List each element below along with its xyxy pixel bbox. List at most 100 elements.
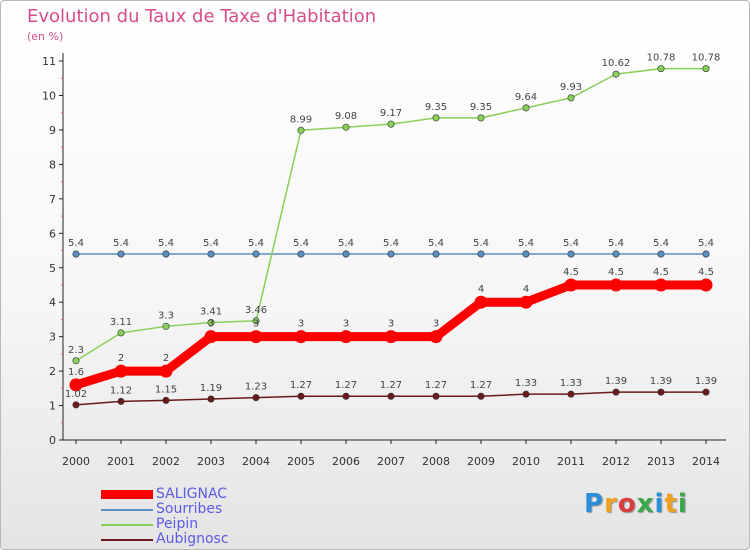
data-label: 9.08	[335, 111, 357, 122]
data-point	[297, 250, 305, 258]
data-point	[474, 295, 488, 309]
data-label: 9.35	[425, 102, 447, 113]
data-label: 1.15	[155, 384, 177, 395]
data-label: 1.33	[560, 378, 582, 389]
y-tick-label: 5	[49, 262, 56, 275]
data-label: 5.4	[428, 238, 444, 249]
data-point	[204, 330, 218, 344]
data-label: 5.4	[113, 238, 129, 249]
data-label: 4	[523, 284, 529, 295]
data-label: 3.11	[110, 317, 132, 328]
x-tick-label: 2002	[152, 455, 180, 468]
x-tick-label: 2008	[422, 455, 450, 468]
data-point	[519, 295, 533, 309]
data-label: 3.3	[158, 310, 174, 321]
data-point	[657, 65, 665, 73]
data-label: 9.64	[515, 92, 537, 103]
data-point	[162, 250, 170, 258]
logo-letter: i	[677, 489, 688, 519]
data-labels: 5.4 5.4 5.4 5.4 5.4 5.4 5.4 5.4 5.4 5.4 5.4 5.4 5.4 5…	[65, 53, 720, 400]
x-tick-label: 2011	[557, 455, 585, 468]
y-tick-label: 11	[42, 55, 56, 68]
x-tick-label: 2010	[512, 455, 540, 468]
y-tick-label: 4	[49, 296, 56, 309]
chart-title: Evolution du Taux de Taxe d'Habitation	[27, 6, 377, 27]
data-label: 4.5	[698, 267, 714, 278]
data-label: 1.27	[290, 380, 312, 391]
legend-label: Sourribes	[156, 501, 223, 517]
data-label: 9.93	[560, 82, 582, 93]
data-label: 5.4	[563, 238, 579, 249]
legend-label: Aubignosc	[156, 531, 229, 547]
data-label: 1.12	[110, 385, 132, 396]
x-tick-label: 2007	[377, 455, 405, 468]
data-label: 4	[478, 284, 484, 295]
data-label: 2	[163, 353, 169, 364]
data-label: 1.19	[200, 383, 222, 394]
data-label: 5.4	[608, 238, 624, 249]
data-point	[654, 278, 668, 292]
legend-label: Peipin	[156, 516, 199, 532]
x-tick-label: 2012	[602, 455, 630, 468]
data-point	[657, 388, 665, 396]
data-label: 10.78	[647, 53, 676, 64]
x-tick-label: 2014	[692, 455, 720, 468]
data-point	[564, 278, 578, 292]
y-tick-label: 2	[49, 365, 56, 378]
data-point	[252, 394, 260, 402]
legend-swatch	[101, 490, 153, 499]
data-point	[294, 330, 308, 344]
data-point	[612, 388, 620, 396]
data-point	[522, 250, 530, 258]
data-label: 1.02	[65, 389, 87, 400]
data-label: 5.4	[158, 238, 174, 249]
data-point	[567, 250, 575, 258]
legend-swatch	[101, 538, 153, 541]
y-tick-label: 9	[49, 124, 56, 137]
x-tick-label: 2001	[107, 455, 135, 468]
data-label: 5.4	[653, 238, 669, 249]
data-label: 3	[343, 319, 349, 330]
x-tick-label: 2004	[242, 455, 270, 468]
data-point	[522, 390, 530, 398]
chart-unit: (en %)	[27, 30, 64, 43]
legend-swatch	[101, 508, 153, 511]
data-label: 2.3	[68, 345, 84, 356]
y-tick-label: 6	[49, 227, 56, 240]
y-tick-label: 8	[49, 158, 56, 171]
data-label: 2	[118, 353, 124, 364]
x-tick-label: 2005	[287, 455, 315, 468]
data-label: 5.4	[698, 238, 714, 249]
data-point	[387, 120, 395, 128]
legend-item: Peipin	[101, 517, 229, 532]
data-point	[429, 330, 443, 344]
data-label: 10.78	[692, 53, 721, 64]
proxiti-logo: Proxiti	[584, 489, 688, 519]
data-point	[612, 250, 620, 258]
data-label: 1.6	[68, 367, 84, 378]
data-point	[69, 378, 83, 392]
x-tick-label: 2006	[332, 455, 360, 468]
data-label: 1.27	[335, 380, 357, 391]
data-point	[387, 250, 395, 258]
data-label: 10.62	[602, 58, 631, 69]
data-point	[114, 364, 128, 378]
data-point	[699, 278, 713, 292]
legend-label: SALIGNAC	[156, 486, 228, 502]
logo-letter: x	[636, 489, 655, 519]
data-point	[117, 250, 125, 258]
x-tick-label: 2009	[467, 455, 495, 468]
series-layer	[69, 65, 713, 409]
data-label: 5.4	[383, 238, 399, 249]
data-point	[249, 330, 263, 344]
data-label: 8.99	[290, 114, 312, 125]
data-point	[387, 392, 395, 400]
logo-letter: t	[664, 489, 678, 519]
data-label: 3	[433, 319, 439, 330]
logo-letter: r	[604, 489, 618, 519]
data-label: 3.46	[245, 305, 267, 316]
data-label: 4.5	[563, 267, 579, 278]
data-point	[567, 390, 575, 398]
data-point	[117, 329, 125, 337]
